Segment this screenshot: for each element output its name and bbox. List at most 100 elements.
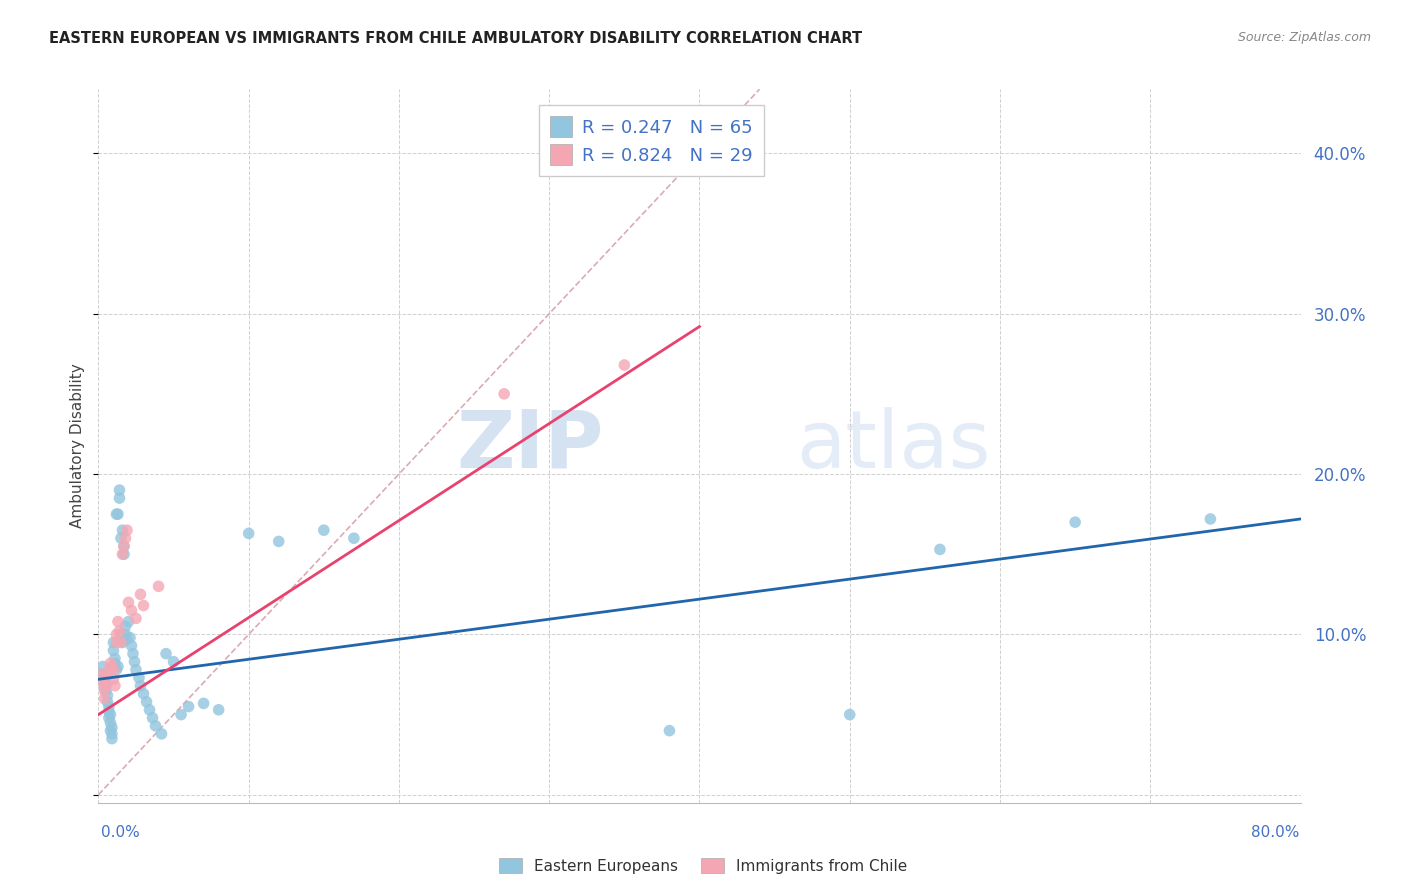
Point — [267, 534, 290, 549]
Point — [838, 707, 860, 722]
Point — [155, 647, 177, 661]
Point — [124, 655, 146, 669]
Text: 80.0%: 80.0% — [1251, 825, 1299, 840]
Point — [91, 659, 114, 673]
Point — [170, 707, 193, 722]
Point — [90, 667, 112, 681]
Point — [110, 635, 132, 649]
Point — [94, 675, 117, 690]
Point — [312, 523, 335, 537]
Point — [97, 663, 120, 677]
Point — [125, 663, 148, 677]
Point — [193, 697, 215, 711]
Point — [117, 595, 139, 609]
Point — [97, 699, 120, 714]
Point — [103, 643, 125, 657]
Point — [93, 679, 115, 693]
Point — [658, 723, 681, 738]
Point — [97, 711, 120, 725]
Point — [103, 663, 125, 677]
Point — [90, 667, 112, 681]
Point — [101, 659, 124, 673]
Legend: R = 0.247   N = 65, R = 0.824   N = 29: R = 0.247 N = 65, R = 0.824 N = 29 — [538, 105, 763, 176]
Point — [132, 687, 155, 701]
Point — [100, 707, 122, 722]
Point — [107, 507, 129, 521]
Point — [114, 531, 136, 545]
Point — [111, 635, 134, 649]
Point — [100, 723, 122, 738]
Point — [112, 547, 135, 561]
Point — [1064, 515, 1087, 529]
Point — [111, 523, 134, 537]
Point — [108, 491, 131, 505]
Point — [104, 657, 127, 671]
Point — [121, 603, 143, 617]
Point — [1199, 512, 1222, 526]
Point — [104, 651, 127, 665]
Point — [105, 663, 128, 677]
Point — [105, 507, 128, 521]
Point — [108, 483, 131, 497]
Point — [105, 635, 128, 649]
Point — [96, 695, 118, 709]
Point — [101, 727, 124, 741]
Point — [93, 673, 115, 687]
Point — [125, 611, 148, 625]
Text: Source: ZipAtlas.com: Source: ZipAtlas.com — [1237, 31, 1371, 45]
Text: 0.0%: 0.0% — [101, 825, 141, 840]
Text: EASTERN EUROPEAN VS IMMIGRANTS FROM CHILE AMBULATORY DISABILITY CORRELATION CHAR: EASTERN EUROPEAN VS IMMIGRANTS FROM CHIL… — [49, 31, 862, 46]
Point — [105, 627, 128, 641]
Point — [108, 624, 131, 639]
Point — [94, 679, 117, 693]
Point — [177, 699, 200, 714]
Point — [122, 647, 145, 661]
Legend: Eastern Europeans, Immigrants from Chile: Eastern Europeans, Immigrants from Chile — [492, 852, 914, 880]
Point — [100, 657, 122, 671]
Point — [132, 599, 155, 613]
Point — [343, 531, 366, 545]
Point — [929, 542, 952, 557]
Point — [148, 579, 170, 593]
Text: ZIP: ZIP — [456, 407, 603, 485]
Point — [208, 703, 231, 717]
Point — [104, 679, 127, 693]
Point — [613, 358, 636, 372]
Point — [97, 705, 120, 719]
Point — [107, 615, 129, 629]
Point — [145, 719, 167, 733]
Point — [112, 539, 135, 553]
Point — [135, 695, 157, 709]
Point — [494, 387, 516, 401]
Point — [115, 523, 138, 537]
Point — [93, 683, 115, 698]
Point — [110, 627, 132, 641]
Point — [128, 671, 150, 685]
Point — [141, 711, 163, 725]
Point — [96, 689, 118, 703]
Point — [101, 731, 124, 746]
Point — [114, 619, 136, 633]
Point — [112, 539, 135, 553]
Point — [115, 632, 138, 647]
Point — [129, 679, 152, 693]
Point — [103, 635, 125, 649]
Point — [238, 526, 260, 541]
Point — [93, 691, 115, 706]
Point — [103, 673, 125, 687]
Point — [101, 721, 124, 735]
Point — [111, 547, 134, 561]
Point — [107, 659, 129, 673]
Point — [162, 655, 184, 669]
Point — [114, 627, 136, 641]
Point — [138, 703, 160, 717]
Point — [129, 587, 152, 601]
Point — [118, 631, 141, 645]
Point — [94, 683, 117, 698]
Point — [96, 667, 118, 681]
Point — [121, 639, 143, 653]
Point — [91, 675, 114, 690]
Point — [150, 727, 173, 741]
Text: atlas: atlas — [796, 407, 990, 485]
Y-axis label: Ambulatory Disability: Ambulatory Disability — [70, 364, 86, 528]
